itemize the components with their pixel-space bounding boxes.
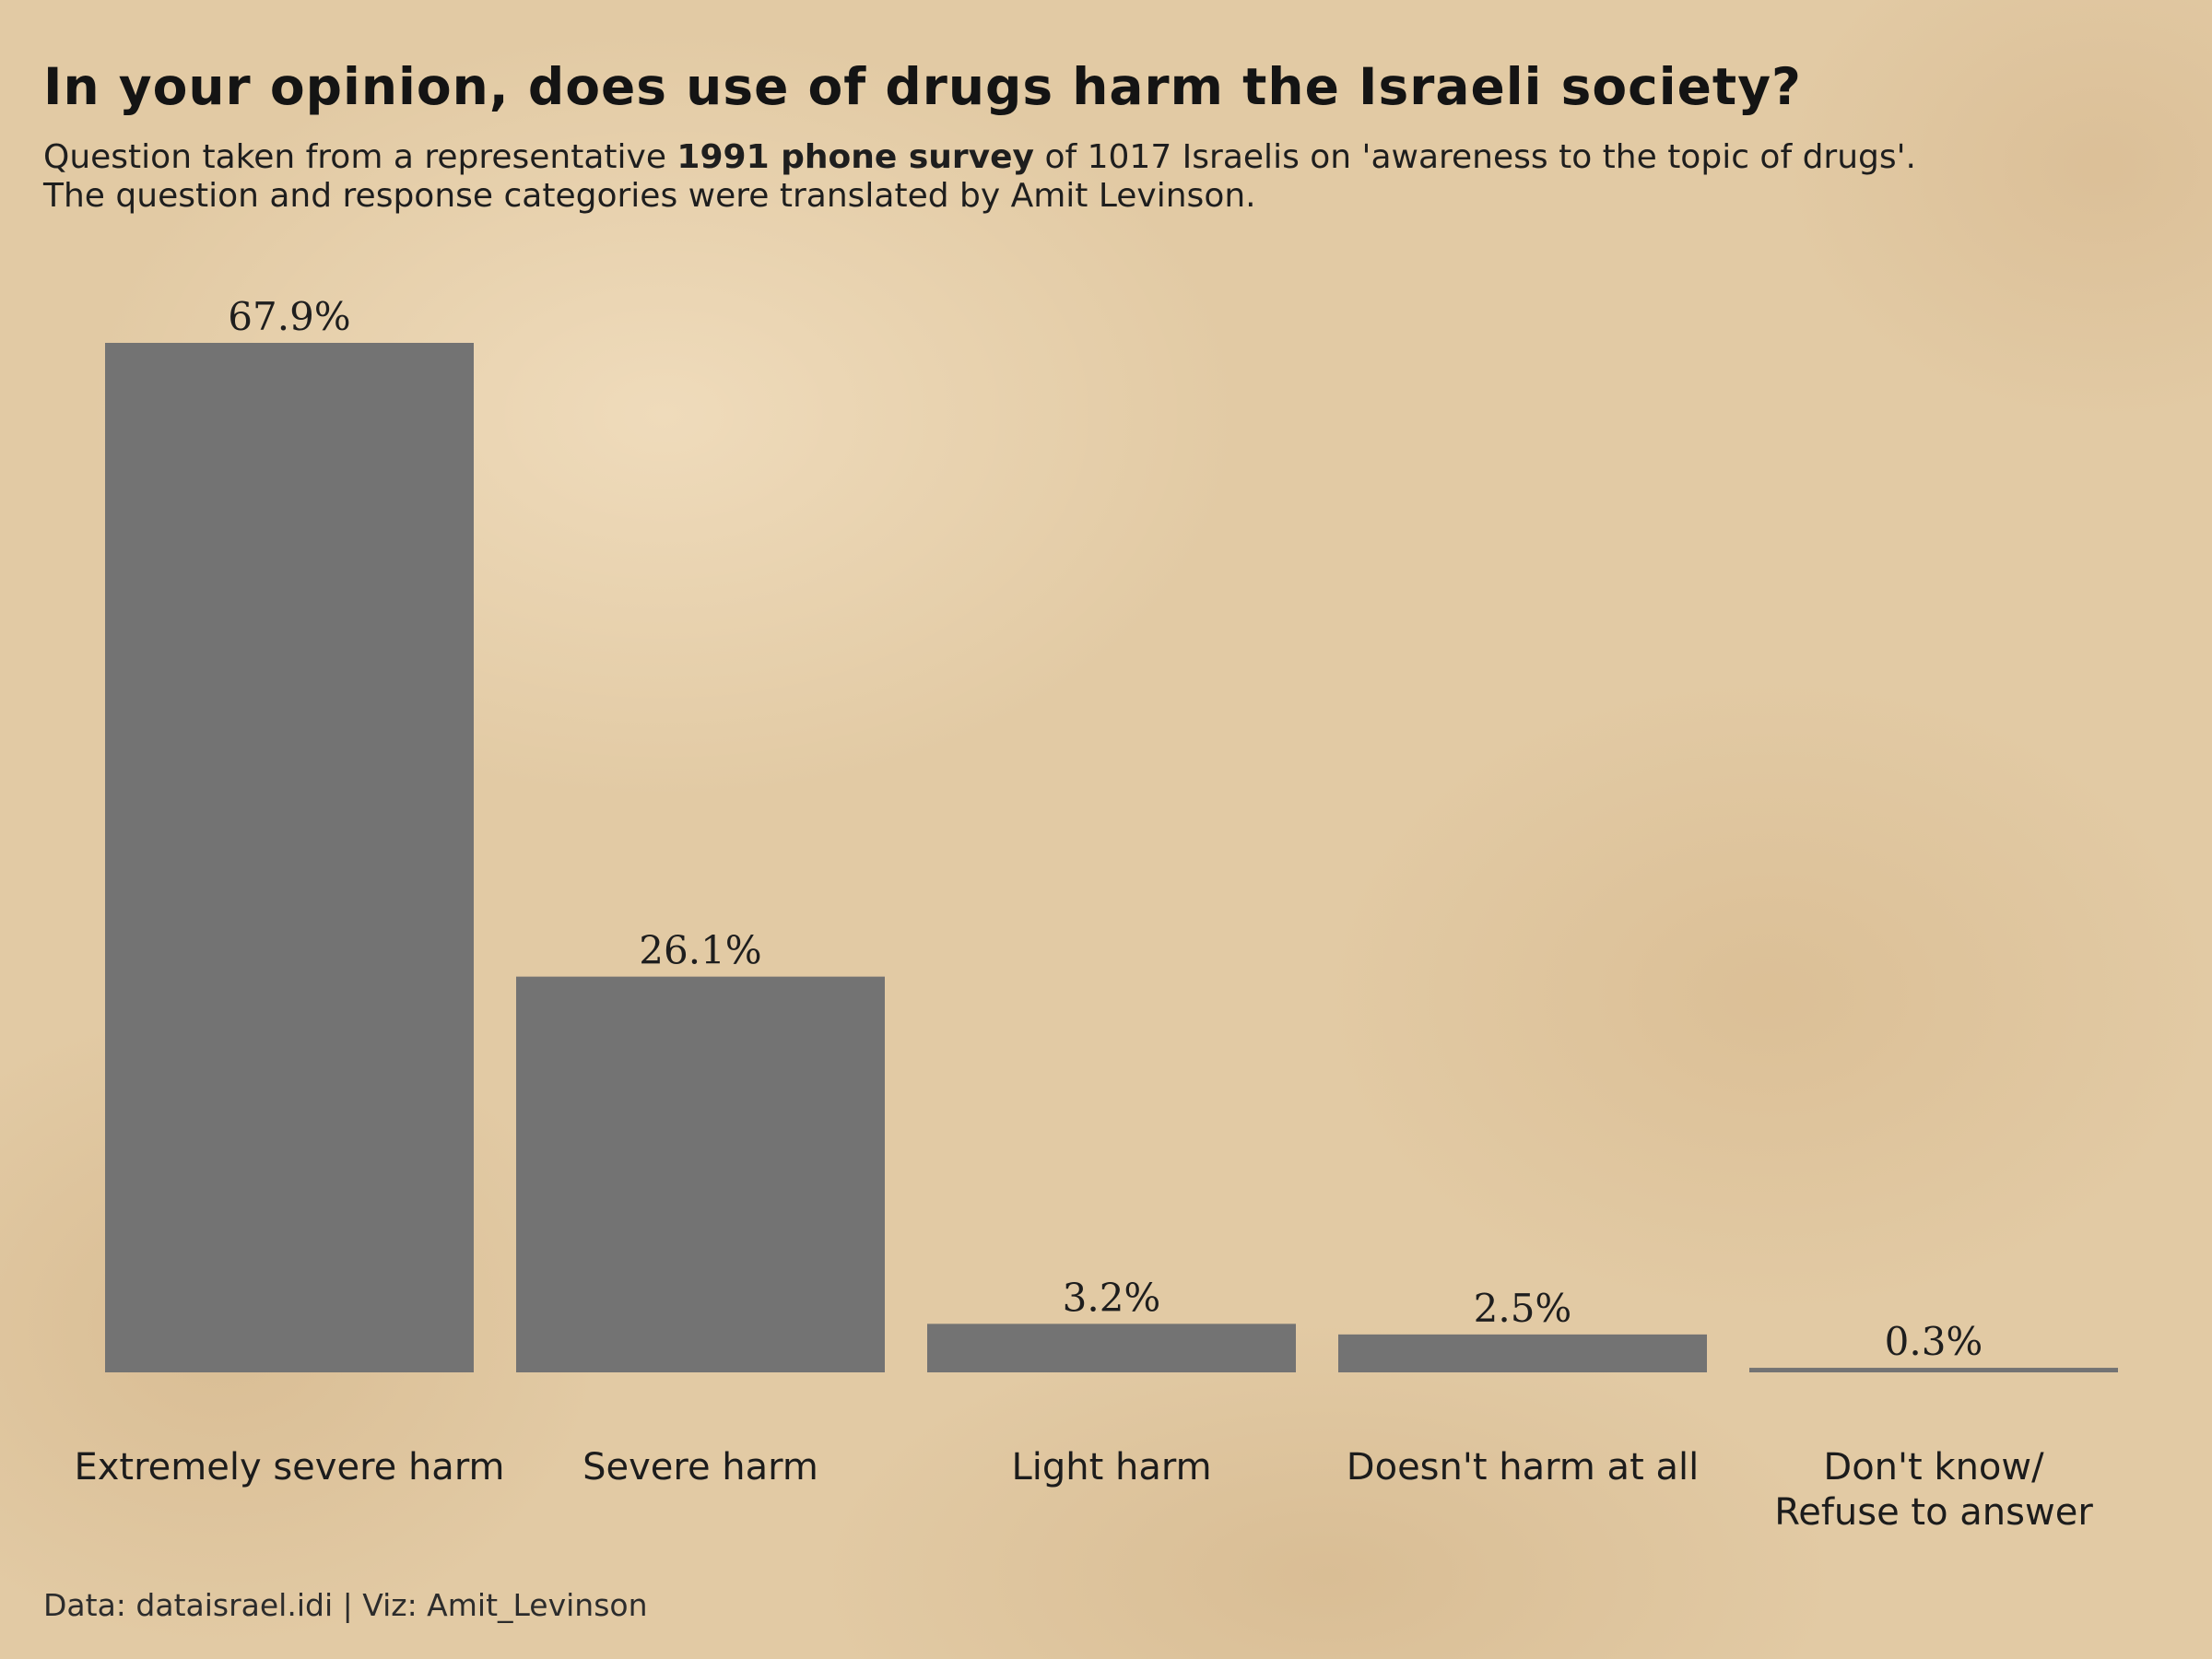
subtitle-text-after: of 1017 Israelis on 'awareness to the to… xyxy=(1034,138,1916,176)
category-label-4: Don't know/Refuse to answer xyxy=(1774,1446,2093,1534)
bar-3 xyxy=(1338,1334,1707,1372)
bar-1 xyxy=(516,976,885,1372)
value-label-3: 2.5% xyxy=(1474,1286,1572,1331)
subtitle-bold-text: 1991 phone survey xyxy=(677,138,1035,176)
category-label-line: Severe harm xyxy=(582,1446,818,1488)
category-label-line: Don't know/ xyxy=(1823,1446,2044,1488)
category-label-line: Refuse to answer xyxy=(1774,1491,2093,1534)
bar-4 xyxy=(1749,1368,2118,1372)
value-label-4: 0.3% xyxy=(1885,1319,1983,1364)
category-label-line: Light harm xyxy=(1011,1446,1211,1488)
category-label-line: Doesn't harm at all xyxy=(1347,1446,1699,1488)
category-label-0: Extremely severe harm xyxy=(74,1446,504,1488)
subtitle-line-1: Question taken from a representative 199… xyxy=(43,138,1916,177)
chart-title: In your opinion, does use of drugs harm … xyxy=(43,57,1802,116)
value-label-2: 3.2% xyxy=(1063,1275,1161,1320)
category-label-2: Light harm xyxy=(1011,1446,1211,1488)
subtitle-text-before: Question taken from a representative xyxy=(43,138,677,176)
value-label-1: 26.1% xyxy=(639,928,761,973)
source-caption: Data: dataisrael.idi | Viz: Amit_Levinso… xyxy=(43,1587,648,1623)
category-label-3: Doesn't harm at all xyxy=(1347,1446,1699,1488)
subtitle-line-2: The question and response categories wer… xyxy=(43,177,1256,215)
bar-0 xyxy=(105,343,474,1372)
category-label-line: Extremely severe harm xyxy=(74,1446,504,1488)
category-label-1: Severe harm xyxy=(582,1446,818,1488)
bar-2 xyxy=(927,1324,1296,1372)
value-label-0: 67.9% xyxy=(228,294,350,339)
chart-subtitle: Question taken from a representative 199… xyxy=(43,138,1916,216)
